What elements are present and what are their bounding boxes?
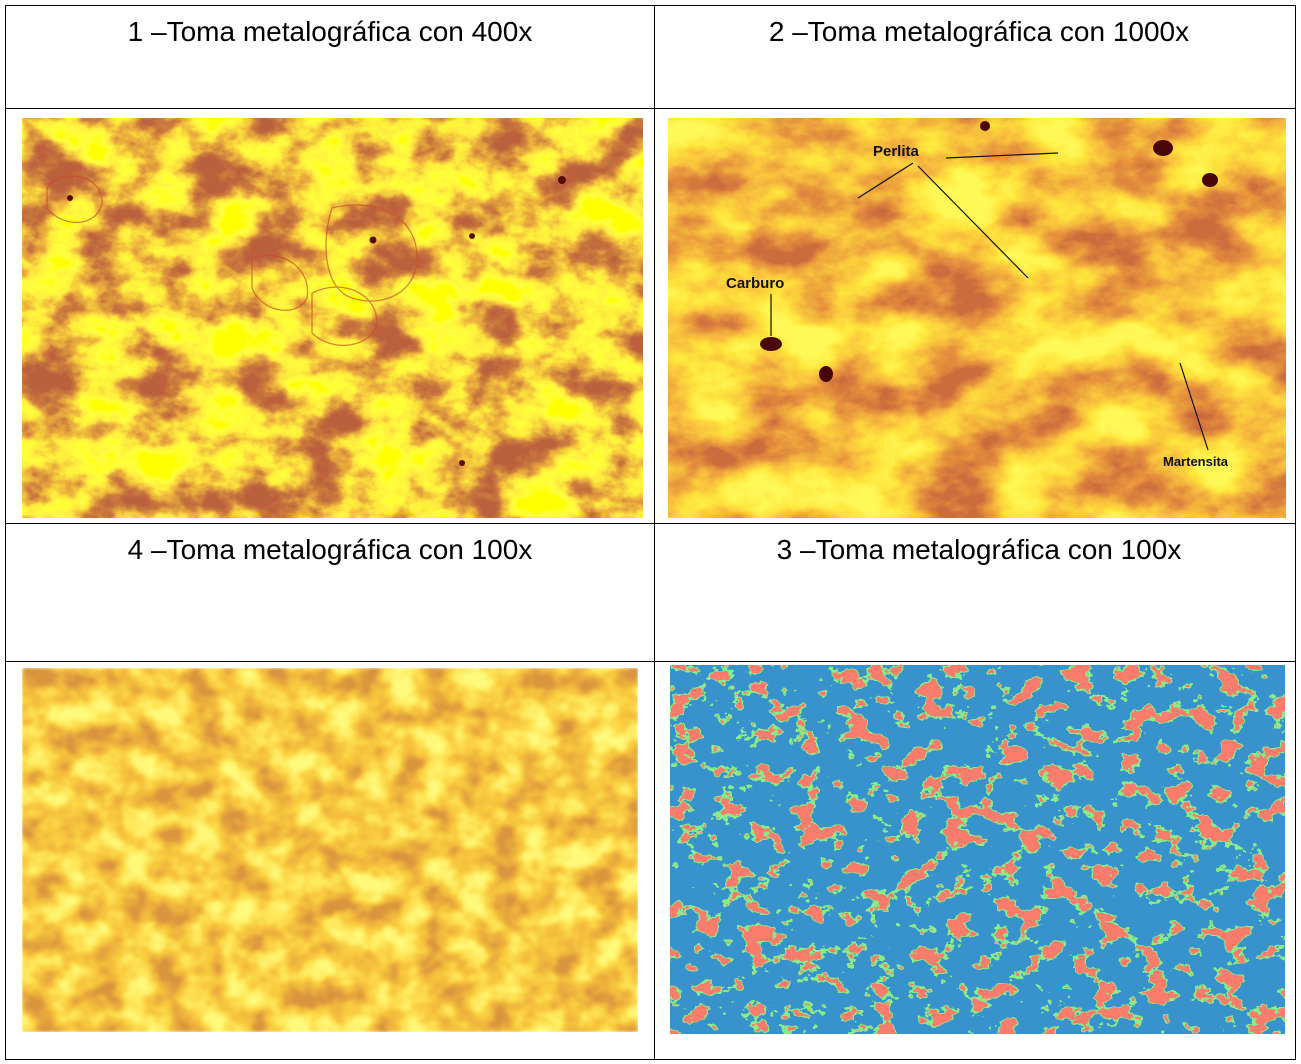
caption: 3 –Toma metalográfica con 100x [655,534,1301,566]
micrograph [22,118,643,518]
table-border [5,661,1296,662]
caption: 1 –Toma metalográfica con 400x [6,16,654,48]
micrograph [670,665,1285,1034]
table-border [5,5,1296,6]
caption: 2 –Toma metalográfica con 1000x [655,16,1301,48]
micrograph-texture [670,665,1285,1034]
table-border [5,108,1296,109]
micrograph: Perlita Carburo Martensita [668,118,1286,518]
table-border [5,1059,1296,1060]
micrograph-texture [22,118,643,518]
micrograph-texture [22,668,638,1032]
table-border [5,523,1296,524]
micrograph-label: Carburo [726,275,784,292]
table-border [5,5,6,1060]
page: 1 –Toma metalográfica con 400x 2 –Toma m… [0,0,1301,1064]
table-border [654,5,655,1060]
caption: 4 –Toma metalográfica con 100x [6,534,654,566]
micrograph [22,668,638,1032]
micrograph-label: Martensita [1163,454,1229,469]
table-border [1295,5,1296,1060]
micrograph-label: Perlita [873,143,920,160]
